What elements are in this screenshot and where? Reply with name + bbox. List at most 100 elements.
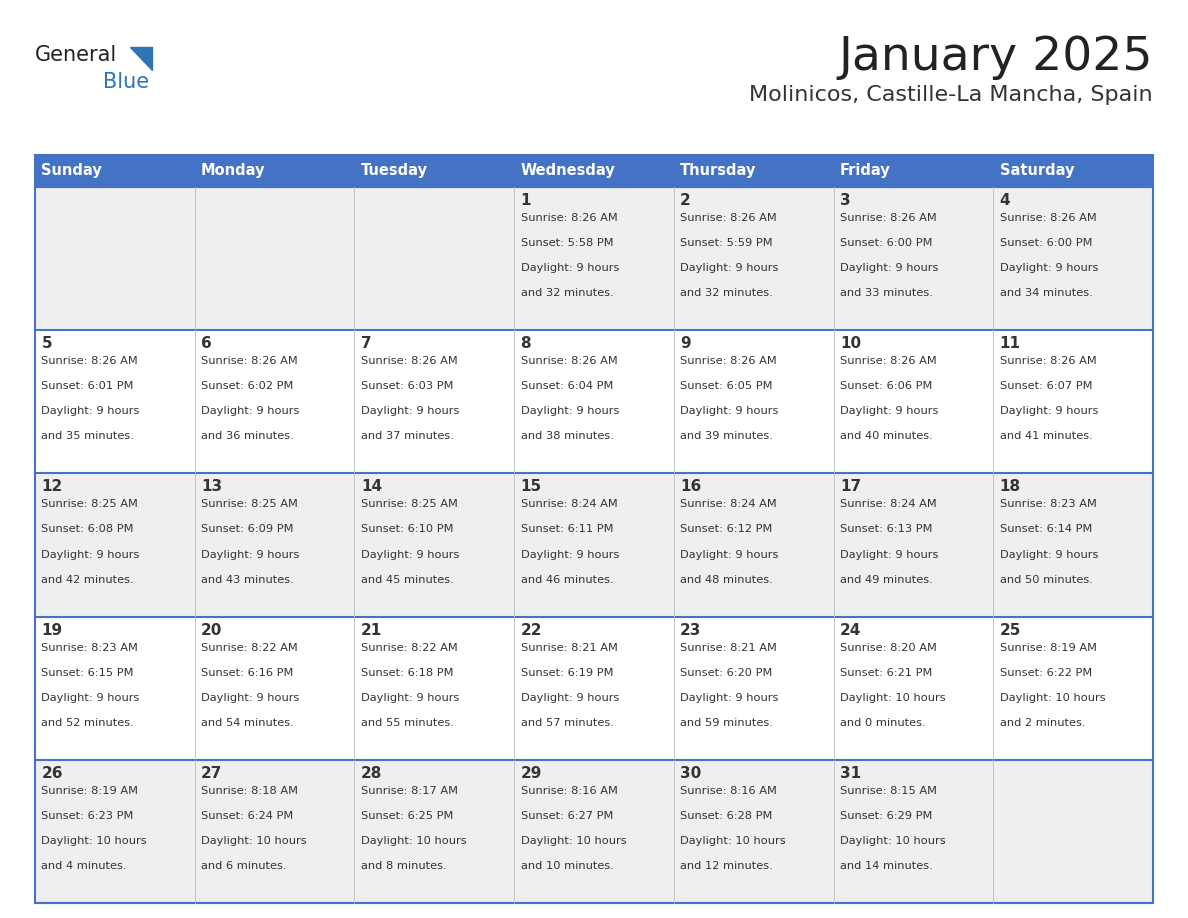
- Text: and 6 minutes.: and 6 minutes.: [201, 861, 286, 871]
- Text: 8: 8: [520, 336, 531, 352]
- Text: and 42 minutes.: and 42 minutes.: [42, 575, 134, 585]
- Text: 10: 10: [840, 336, 861, 352]
- Text: Sunrise: 8:23 AM: Sunrise: 8:23 AM: [999, 499, 1097, 509]
- Bar: [34, 155, 1154, 903]
- Bar: [834, 760, 993, 903]
- Text: Sunrise: 8:26 AM: Sunrise: 8:26 AM: [840, 213, 936, 223]
- Text: Sunrise: 8:16 AM: Sunrise: 8:16 AM: [520, 786, 618, 796]
- Text: Sunset: 6:19 PM: Sunset: 6:19 PM: [520, 667, 613, 677]
- Text: 17: 17: [840, 479, 861, 495]
- Text: Sunrise: 8:26 AM: Sunrise: 8:26 AM: [681, 213, 777, 223]
- Text: Daylight: 9 hours: Daylight: 9 hours: [201, 550, 299, 559]
- Text: Sunset: 6:10 PM: Sunset: 6:10 PM: [361, 524, 454, 534]
- Text: Daylight: 9 hours: Daylight: 9 hours: [840, 407, 939, 417]
- Bar: [195, 155, 354, 187]
- Text: and 34 minutes.: and 34 minutes.: [999, 288, 1093, 298]
- Text: Monday: Monday: [201, 163, 266, 178]
- Text: 9: 9: [681, 336, 691, 352]
- Text: Sunrise: 8:26 AM: Sunrise: 8:26 AM: [840, 356, 936, 366]
- Bar: [514, 330, 674, 474]
- Text: and 14 minutes.: and 14 minutes.: [840, 861, 933, 871]
- Text: 1: 1: [520, 193, 531, 208]
- Text: and 8 minutes.: and 8 minutes.: [361, 861, 447, 871]
- Text: Daylight: 9 hours: Daylight: 9 hours: [681, 550, 778, 559]
- Text: and 36 minutes.: and 36 minutes.: [201, 431, 293, 442]
- Text: Daylight: 10 hours: Daylight: 10 hours: [840, 693, 946, 702]
- Text: and 45 minutes.: and 45 minutes.: [361, 575, 454, 585]
- Bar: [834, 330, 993, 474]
- Text: Molinicos, Castille-La Mancha, Spain: Molinicos, Castille-La Mancha, Spain: [750, 85, 1154, 105]
- Text: 5: 5: [42, 336, 52, 352]
- Text: Sunrise: 8:16 AM: Sunrise: 8:16 AM: [681, 786, 777, 796]
- Text: 29: 29: [520, 766, 542, 781]
- Text: Sunset: 6:09 PM: Sunset: 6:09 PM: [201, 524, 293, 534]
- Bar: [674, 760, 834, 903]
- Text: Blue: Blue: [103, 72, 150, 92]
- Bar: [354, 474, 514, 617]
- Bar: [834, 155, 993, 187]
- Text: Daylight: 10 hours: Daylight: 10 hours: [42, 836, 147, 845]
- Bar: [993, 155, 1154, 187]
- Text: Sunset: 6:20 PM: Sunset: 6:20 PM: [681, 667, 772, 677]
- Bar: [195, 474, 354, 617]
- Text: Sunrise: 8:26 AM: Sunrise: 8:26 AM: [999, 356, 1097, 366]
- Bar: [195, 617, 354, 760]
- Text: and 2 minutes.: and 2 minutes.: [999, 718, 1085, 728]
- Text: 23: 23: [681, 622, 702, 638]
- Text: Sunrise: 8:26 AM: Sunrise: 8:26 AM: [361, 356, 457, 366]
- Text: Wednesday: Wednesday: [520, 163, 615, 178]
- Text: Sunset: 6:15 PM: Sunset: 6:15 PM: [42, 667, 134, 677]
- Text: and 46 minutes.: and 46 minutes.: [520, 575, 613, 585]
- Text: 11: 11: [999, 336, 1020, 352]
- Text: and 59 minutes.: and 59 minutes.: [681, 718, 773, 728]
- Text: Daylight: 9 hours: Daylight: 9 hours: [520, 693, 619, 702]
- Text: 21: 21: [361, 622, 383, 638]
- Text: 2: 2: [681, 193, 691, 208]
- Bar: [34, 474, 195, 617]
- Text: Sunset: 6:05 PM: Sunset: 6:05 PM: [681, 381, 772, 391]
- Text: Sunset: 6:07 PM: Sunset: 6:07 PM: [999, 381, 1092, 391]
- Text: Daylight: 9 hours: Daylight: 9 hours: [42, 693, 140, 702]
- Text: January 2025: January 2025: [839, 35, 1154, 80]
- Text: Daylight: 9 hours: Daylight: 9 hours: [520, 263, 619, 274]
- Text: Sunset: 6:13 PM: Sunset: 6:13 PM: [840, 524, 933, 534]
- Bar: [34, 155, 195, 187]
- Text: Sunday: Sunday: [42, 163, 102, 178]
- Text: 13: 13: [201, 479, 222, 495]
- Bar: [993, 187, 1154, 330]
- Text: 15: 15: [520, 479, 542, 495]
- Text: Daylight: 9 hours: Daylight: 9 hours: [42, 550, 140, 559]
- Text: Daylight: 9 hours: Daylight: 9 hours: [201, 407, 299, 417]
- Text: Daylight: 9 hours: Daylight: 9 hours: [201, 693, 299, 702]
- Bar: [514, 155, 674, 187]
- Bar: [834, 474, 993, 617]
- Text: and 57 minutes.: and 57 minutes.: [520, 718, 613, 728]
- Text: Daylight: 9 hours: Daylight: 9 hours: [520, 407, 619, 417]
- Text: 7: 7: [361, 336, 372, 352]
- Text: Sunrise: 8:22 AM: Sunrise: 8:22 AM: [361, 643, 457, 653]
- Text: Sunset: 6:03 PM: Sunset: 6:03 PM: [361, 381, 454, 391]
- Bar: [993, 330, 1154, 474]
- Text: Daylight: 10 hours: Daylight: 10 hours: [999, 693, 1105, 702]
- Text: Sunset: 5:59 PM: Sunset: 5:59 PM: [681, 238, 773, 248]
- Text: Sunrise: 8:22 AM: Sunrise: 8:22 AM: [201, 643, 298, 653]
- Text: and 49 minutes.: and 49 minutes.: [840, 575, 933, 585]
- Text: 22: 22: [520, 622, 542, 638]
- Text: 16: 16: [681, 479, 701, 495]
- Bar: [195, 330, 354, 474]
- Text: Sunrise: 8:25 AM: Sunrise: 8:25 AM: [361, 499, 457, 509]
- Bar: [34, 330, 195, 474]
- Bar: [674, 330, 834, 474]
- Bar: [195, 760, 354, 903]
- Text: Sunset: 6:21 PM: Sunset: 6:21 PM: [840, 667, 933, 677]
- Text: and 4 minutes.: and 4 minutes.: [42, 861, 127, 871]
- Text: Sunrise: 8:25 AM: Sunrise: 8:25 AM: [201, 499, 298, 509]
- Bar: [674, 155, 834, 187]
- Text: General: General: [34, 45, 118, 65]
- Text: Sunset: 6:08 PM: Sunset: 6:08 PM: [42, 524, 134, 534]
- Text: Sunset: 6:00 PM: Sunset: 6:00 PM: [840, 238, 933, 248]
- Text: Daylight: 9 hours: Daylight: 9 hours: [681, 407, 778, 417]
- Text: Sunset: 6:02 PM: Sunset: 6:02 PM: [201, 381, 293, 391]
- Text: Sunset: 6:00 PM: Sunset: 6:00 PM: [999, 238, 1092, 248]
- Text: 18: 18: [999, 479, 1020, 495]
